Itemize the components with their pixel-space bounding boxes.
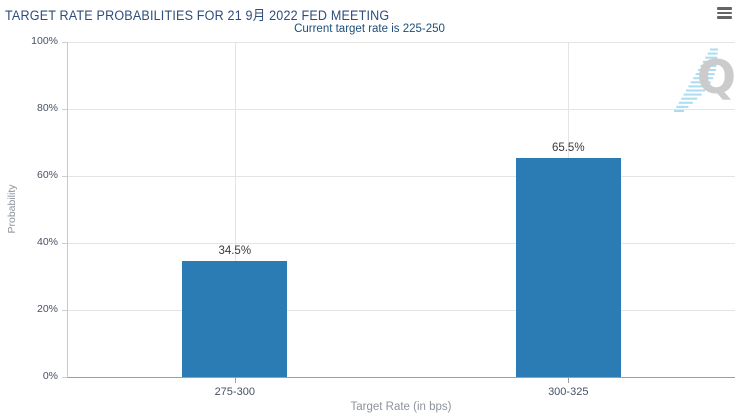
x-tick-label: 275-300 [214,386,255,398]
y-axis-title: Probability [6,184,18,234]
bar-value-label: 34.5% [218,245,252,257]
x-axis-tick [234,378,236,383]
hamburger-bar [717,11,732,15]
y-tick-label: 100% [31,35,58,47]
gridline-horizontal [68,310,735,311]
y-axis-tick [62,42,67,43]
plot-area: 34.5% 275-300 65.5% 300-325 [67,42,735,398]
y-axis-tick [62,243,67,244]
chart-title: TARGET RATE PROBABILITIES FOR 21 9月 2022… [5,8,390,23]
chart-subtitle: Current target rate is 225-250 [294,23,445,35]
hamburger-bar [717,7,732,10]
y-tick-label: 60% [36,169,58,181]
bar-value-label: 65.5% [551,142,585,154]
y-tick-label: 0% [42,370,58,382]
gridline-horizontal [68,42,735,43]
bar[interactable] [515,158,621,377]
hamburger-menu-icon[interactable] [716,7,733,22]
y-tick-label: 20% [36,303,58,315]
y-tick-label: 40% [36,236,58,248]
y-axis-tick [62,109,67,110]
x-tick-label: 300-325 [548,386,589,398]
x-axis-title: Target Rate (in bps) [350,401,452,413]
gridline-horizontal [68,243,735,244]
gridline-horizontal [68,176,735,177]
gridline-vertical [234,42,236,377]
x-axis-tick [568,378,570,383]
bar[interactable] [182,261,288,377]
y-axis-tick [62,176,67,177]
gridline-horizontal [68,109,735,110]
y-axis-tick [62,310,67,311]
y-axis-tick [62,377,67,378]
hamburger-bar [717,16,732,19]
y-tick-label: 80% [36,102,58,114]
